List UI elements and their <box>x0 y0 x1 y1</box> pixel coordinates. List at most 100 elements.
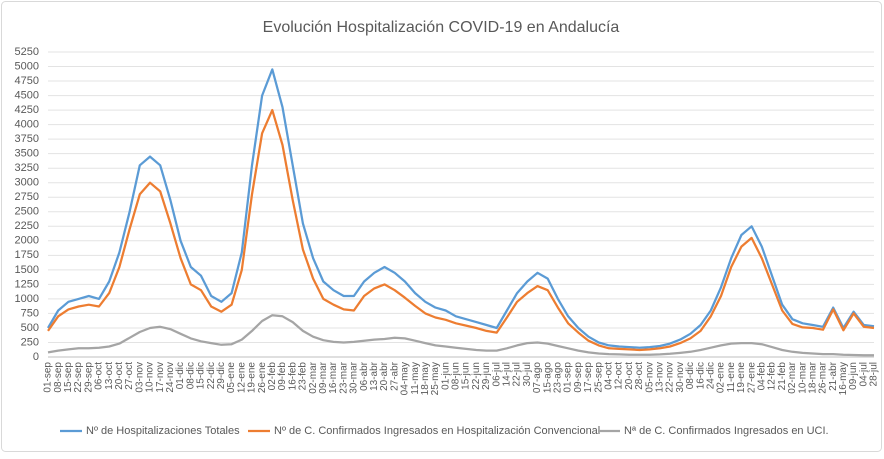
x-tick-label: 18-mar <box>807 361 818 393</box>
x-tick-label: 27-ene <box>746 362 757 394</box>
x-tick-label: 08-dic <box>185 362 196 389</box>
x-tick-label: 12-ene <box>236 362 247 394</box>
y-tick-label: 3500 <box>15 148 39 160</box>
x-tick-label: 19-ene <box>247 362 258 394</box>
y-tick-label: 750 <box>21 307 39 319</box>
y-tick-label: 5250 <box>15 46 39 58</box>
x-tick-label: 29-jun <box>481 362 492 390</box>
x-tick-label: 24-dic <box>705 362 716 389</box>
series-line <box>47 108 875 352</box>
x-tick-label: 02-mar <box>308 361 319 393</box>
x-tick-label: 05-ene <box>226 362 237 394</box>
x-tick-label: 20-oct <box>114 362 125 390</box>
x-tick-label: 07-ago <box>532 362 543 394</box>
x-tick-label: 08-sep <box>53 362 64 393</box>
x-tick-label: 09-jun <box>848 362 859 390</box>
y-tick-label: 2000 <box>15 235 39 247</box>
x-tick-label: 17-sep <box>583 362 594 393</box>
y-tick-label: 4250 <box>15 104 39 116</box>
x-tick-label: 21-abr <box>828 361 839 391</box>
x-tick-label: 22-dic <box>206 362 217 389</box>
x-tick-label: 15-jun <box>461 362 472 390</box>
x-tick-label: 22-jun <box>471 362 482 390</box>
x-tick-label: 30-mar <box>349 361 360 393</box>
y-tick-label: 0 <box>33 351 39 363</box>
y-tick-label: 1000 <box>15 293 39 305</box>
y-tick-label: 2750 <box>15 191 39 203</box>
x-tick-label: 15-dic <box>196 362 207 389</box>
x-tick-label: 04-jul <box>858 362 869 386</box>
x-tick-label: 27-abr <box>389 361 400 391</box>
x-tick-label: 08-jun <box>451 362 462 390</box>
y-tick-label: 1500 <box>15 264 39 276</box>
legend-label: Nª de C. Confirmados Ingresados en UCI. <box>624 425 829 437</box>
x-tick-label: 19-ene <box>736 362 747 394</box>
x-tick-label: 15-sep <box>63 362 74 393</box>
y-tick-label: 3750 <box>15 133 39 145</box>
x-tick-label: 12-oct <box>614 362 625 390</box>
x-tick-label: 04-may <box>400 362 411 395</box>
x-tick-label: 16-feb <box>287 362 298 391</box>
x-tick-label: 24-nov <box>165 362 176 393</box>
x-tick-label: 16-may <box>838 362 849 395</box>
x-tick-label: 25-sep <box>593 362 604 393</box>
x-tick-label: 01-sep <box>563 362 574 393</box>
x-tick-label: 26-ene <box>257 362 268 394</box>
x-tick-label: 22-nov <box>665 362 676 393</box>
x-tick-label: 10-mar <box>797 361 808 393</box>
x-tick-label: 20-oct <box>624 362 635 390</box>
x-tick-label: 28-oct <box>634 362 645 390</box>
x-tick-label: 09-mar <box>318 361 329 393</box>
y-tick-label: 250 <box>21 336 39 348</box>
x-tick-label: 06-oct <box>94 362 105 390</box>
y-tick-label: 2500 <box>15 206 39 218</box>
x-tick-label: 13-abr <box>369 361 380 391</box>
x-tick-label: 09-feb <box>277 362 288 391</box>
x-tick-label: 15-ago <box>542 362 553 394</box>
x-tick-label: 26-mar <box>818 361 829 393</box>
x-tick-label: 06-jul <box>491 362 502 386</box>
x-tick-label: 13-nov <box>654 362 665 393</box>
x-tick-label: 06-abr <box>359 361 370 391</box>
x-tick-label: 02-mar <box>787 361 798 393</box>
y-tick-label: 500 <box>21 322 39 334</box>
y-tick-label: 3250 <box>15 162 39 174</box>
x-tick-label: 11-may <box>410 362 421 395</box>
y-tick-label: 4500 <box>15 89 39 101</box>
x-tick-label: 16-dic <box>695 362 706 389</box>
x-tick-label: 11-ene <box>726 362 737 393</box>
y-tick-label: 4000 <box>15 119 39 131</box>
x-tick-label: 05-nov <box>644 362 655 393</box>
x-tick-label: 25-may <box>430 362 441 395</box>
x-tick-label: 23-feb <box>298 362 309 391</box>
x-tick-label: 09-sep <box>573 362 584 393</box>
x-tick-label: 01-jun <box>440 362 451 390</box>
x-tick-label: 23-mar <box>338 361 349 393</box>
x-tick-label: 01-dic <box>175 362 186 389</box>
series-line <box>47 68 875 349</box>
x-tick-label: 08-dic <box>685 362 696 389</box>
x-tick-label: 27-oct <box>124 362 135 390</box>
x-tick-label: 10-nov <box>145 362 156 393</box>
x-tick-label: 13-oct <box>104 362 115 390</box>
x-tick-label: 18-may <box>420 362 431 395</box>
x-tick-label: 01-sep <box>43 362 54 393</box>
x-tick-label: 22-jul <box>512 362 523 386</box>
x-tick-label: 29-dic <box>216 362 227 389</box>
x-tick-label: 04-oct <box>604 362 615 390</box>
y-tick-label: 3000 <box>15 177 39 189</box>
y-tick-label: 1750 <box>15 249 39 261</box>
y-tick-label: 4750 <box>15 75 39 87</box>
chart-title: Evolución Hospitalización COVID-19 en An… <box>263 19 620 36</box>
y-tick-label: 2250 <box>15 220 39 232</box>
x-tick-label: 21-feb <box>777 362 788 391</box>
x-tick-label: 22-sep <box>73 362 84 393</box>
series-line <box>47 314 874 357</box>
legend-label: Nº de C. Confirmados Ingresados en Hospi… <box>274 425 600 437</box>
x-tick-label: 30-nov <box>675 362 686 393</box>
x-tick-label: 12-feb <box>767 362 778 391</box>
x-tick-label: 16-mar <box>328 361 339 393</box>
y-tick-label: 1250 <box>15 278 39 290</box>
x-tick-label: 28-jul <box>869 362 880 386</box>
